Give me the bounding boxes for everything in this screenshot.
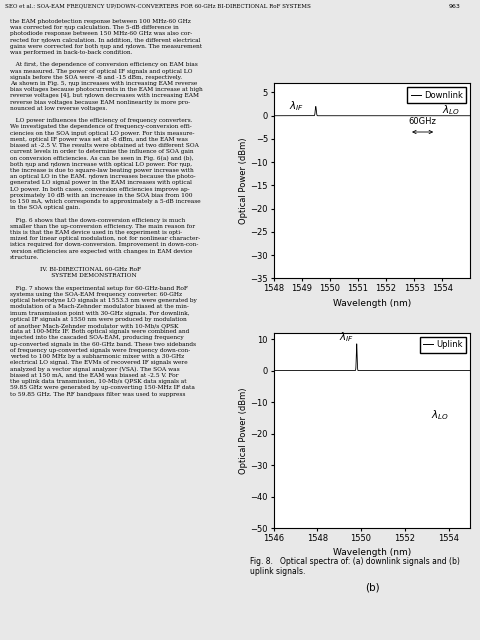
Text: $\lambda_{IF}$: $\lambda_{IF}$ bbox=[289, 99, 304, 113]
Y-axis label: Optical Power (dBm): Optical Power (dBm) bbox=[239, 387, 248, 474]
Text: Fig. 8.   Optical spectra of: (a) downlink signals and (b) uplink signals.: Fig. 8. Optical spectra of: (a) downlink… bbox=[250, 557, 459, 576]
Text: $\lambda_{IF}$: $\lambda_{IF}$ bbox=[339, 331, 354, 344]
Text: SEO et al.: SOA-EAM FREQUENCY UP/DOWN-CONVERTERS FOR 60-GHz BI-DIRECTIONAL RoF S: SEO et al.: SOA-EAM FREQUENCY UP/DOWN-CO… bbox=[5, 4, 311, 9]
Text: (a): (a) bbox=[365, 333, 379, 343]
Text: the EAM photodetection response between 100 MHz-60 GHz
was corrected for ηup cal: the EAM photodetection response between … bbox=[10, 19, 203, 397]
Legend: Uplink: Uplink bbox=[420, 337, 466, 353]
Text: $\lambda_{LO}$: $\lambda_{LO}$ bbox=[442, 104, 460, 117]
Legend: Downlink: Downlink bbox=[408, 88, 466, 103]
Text: 60GHz: 60GHz bbox=[408, 117, 436, 126]
Text: $\lambda_{LO}$: $\lambda_{LO}$ bbox=[431, 408, 449, 422]
X-axis label: Wavelength (nm): Wavelength (nm) bbox=[333, 548, 411, 557]
Y-axis label: Optical Power (dBm): Optical Power (dBm) bbox=[239, 138, 248, 224]
Text: (b): (b) bbox=[365, 582, 379, 593]
X-axis label: Wavelength (nm): Wavelength (nm) bbox=[333, 298, 411, 307]
Text: 963: 963 bbox=[449, 4, 461, 9]
